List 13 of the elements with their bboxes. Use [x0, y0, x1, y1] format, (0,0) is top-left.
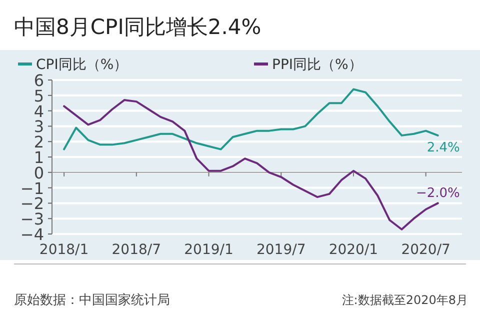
- x-tick-label: 2019/1: [184, 242, 234, 258]
- x-tick-label: 2020/7: [401, 242, 450, 258]
- legend-label: CPI同比（%）: [36, 57, 128, 73]
- text: 原始数据：中国国家统计局: [14, 292, 170, 308]
- x-tick-label: 2018/7: [112, 242, 162, 258]
- text: 注:数据截至2020年8月: [342, 293, 468, 307]
- x-tick-label: 2020/1: [328, 242, 378, 258]
- annotation: 2.4%: [426, 140, 460, 156]
- chart-title: 中国8月CPI同比增长2.4%: [14, 15, 262, 39]
- annotation: −2.0%: [416, 186, 460, 202]
- legend-label: PPI同比（%）: [272, 57, 362, 73]
- x-tick-label: 2019/7: [256, 242, 306, 258]
- x-tick-label: 2018/1: [39, 242, 89, 258]
